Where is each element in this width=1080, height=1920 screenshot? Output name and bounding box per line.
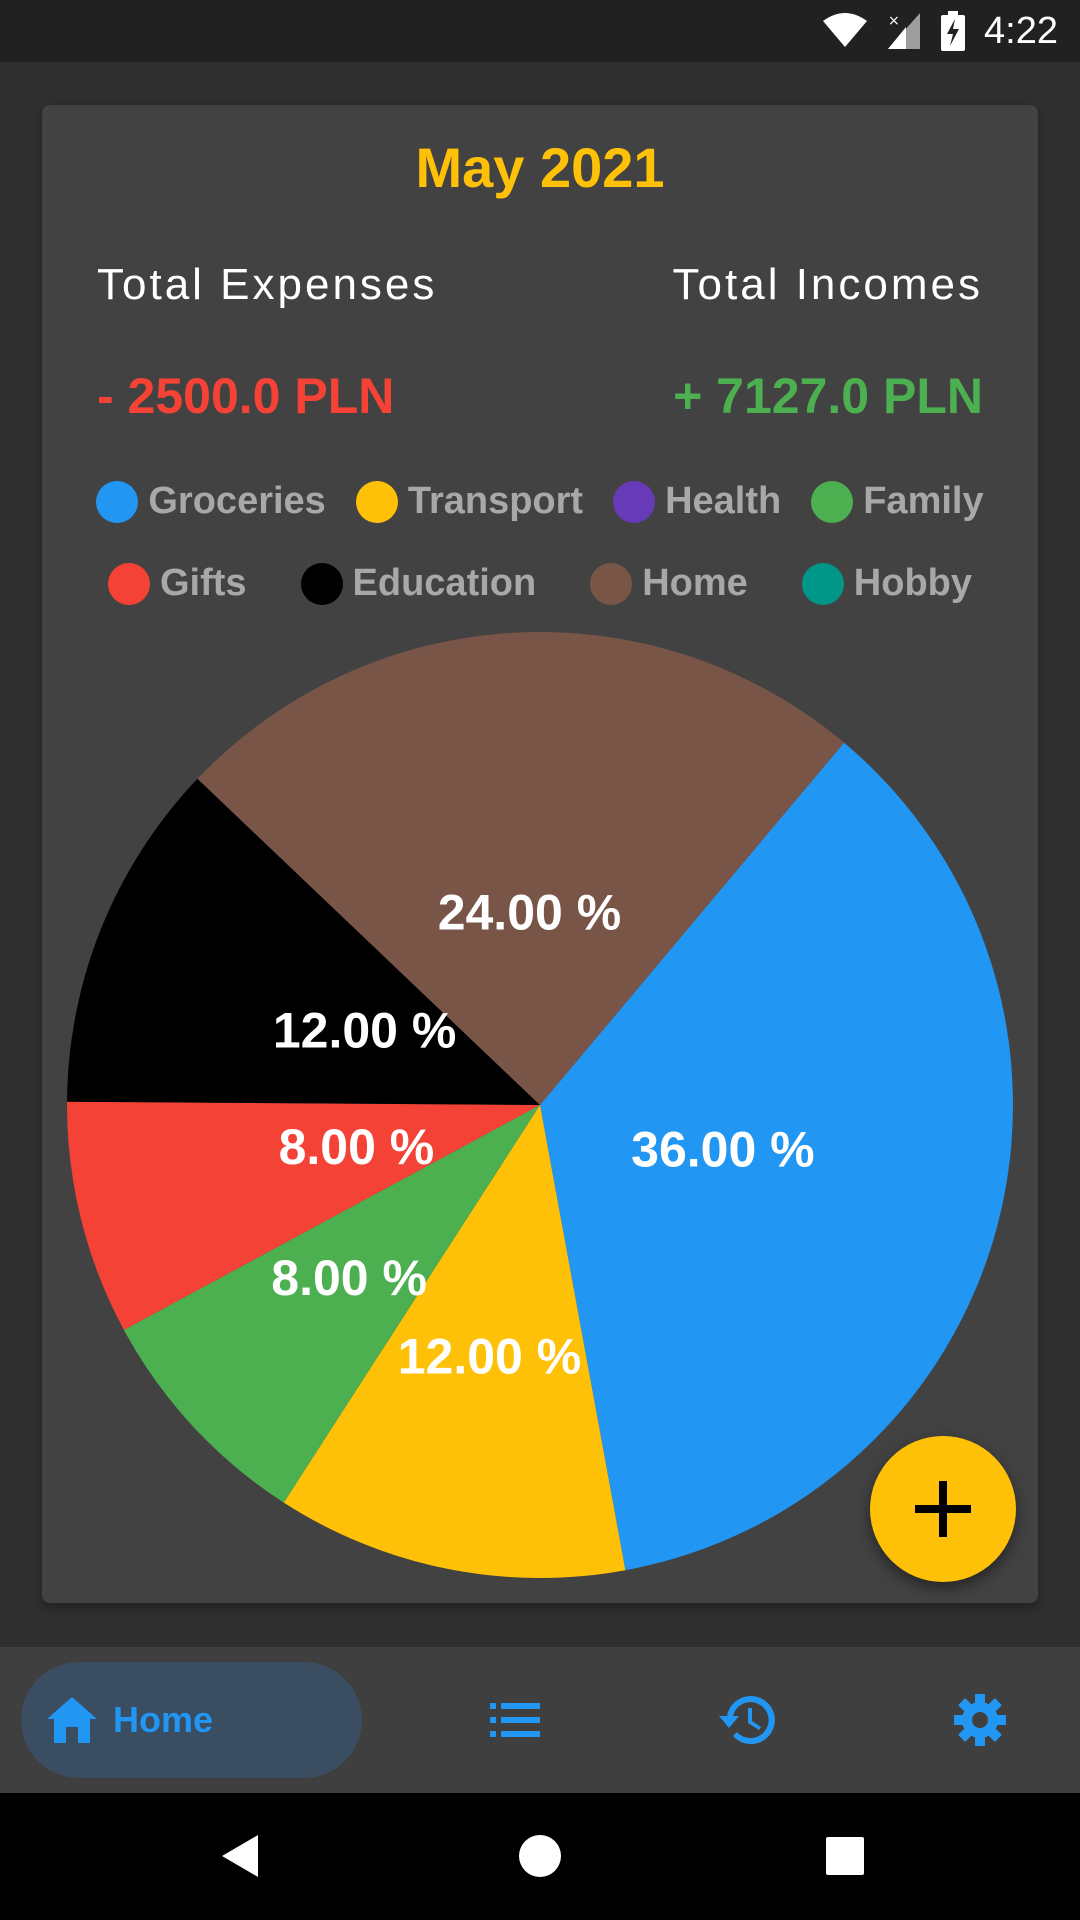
back-triangle-icon	[222, 1835, 258, 1877]
pie-chart-area: 36.00 % 12.00 % 8.00 % 8.00 % 12.00 % 24.00 %	[42, 105, 1038, 1603]
settings-icon	[954, 1694, 1006, 1746]
cell-signal-icon: ×	[888, 13, 921, 49]
list-icon	[490, 1703, 540, 1737]
legend-label: Education	[352, 562, 537, 604]
recents-square-icon	[826, 1837, 864, 1875]
legend-color-dot	[811, 480, 854, 523]
legend-color-dot	[107, 562, 150, 605]
svg-text:×: ×	[888, 13, 900, 29]
legend-item-education: Education	[300, 562, 537, 605]
home-icon	[47, 1697, 97, 1743]
pie-chart[interactable]: 36.00 % 12.00 % 8.00 % 8.00 % 12.00 % 24.00 %	[42, 105, 1038, 1603]
pie-slice-education[interactable]	[67, 778, 540, 1105]
legend-label: Gifts	[159, 562, 247, 604]
pie-slice-label: 36.00 %	[631, 1122, 814, 1178]
legend-label: Transport	[407, 480, 584, 522]
home-circle-icon	[519, 1835, 561, 1877]
legend-label: Health	[665, 480, 782, 522]
nav-item-home[interactable]: Home	[21, 1662, 362, 1778]
legend-item-family: Family	[811, 480, 984, 523]
legend-label: Groceries	[148, 480, 326, 522]
pie-slice-family[interactable]	[123, 1105, 541, 1503]
nav-item-transactions[interactable]	[485, 1690, 545, 1750]
clock: 4:22	[984, 9, 1058, 52]
legend-color-dot	[96, 480, 139, 523]
bottom-navigation: Home	[0, 1647, 1080, 1793]
legend-color-dot	[613, 480, 656, 523]
total-expenses-value: - 2500.0 PLN	[97, 368, 395, 424]
history-icon	[719, 1695, 775, 1744]
total-incomes-label: Total Incomes	[672, 260, 983, 309]
legend-color-dot	[300, 562, 343, 605]
add-transaction-button[interactable]	[870, 1436, 1016, 1582]
system-navigation-bar	[0, 1793, 1080, 1920]
pie-slice-gifts[interactable]	[67, 1101, 540, 1330]
legend-row-2: Gifts Education Home Hobby	[42, 562, 1038, 605]
summary-card: May 2021 Total Expenses Total Incomes - …	[42, 105, 1038, 1603]
pie-slice-label: 24.00 %	[438, 884, 621, 940]
pie-slice-transport[interactable]	[283, 1105, 626, 1578]
nav-home-label: Home	[113, 1699, 214, 1740]
legend-item-home: Home	[590, 562, 748, 605]
legend-row-1: Groceries Transport Health Family	[42, 480, 1038, 523]
pie-slice-label: 8.00 %	[271, 1250, 427, 1306]
pie-slice-label: 8.00 %	[279, 1119, 435, 1175]
legend-color-dot	[590, 562, 633, 605]
legend-label: Home	[642, 562, 748, 604]
total-incomes-value: + 7127.0 PLN	[673, 368, 983, 424]
legend-item-hobby: Hobby	[801, 562, 973, 605]
nav-item-history[interactable]	[718, 1690, 778, 1750]
legend-label: Hobby	[853, 562, 973, 604]
legend-color-dot	[355, 480, 398, 523]
system-back-button[interactable]	[210, 1826, 270, 1886]
pie-slice-label: 12.00 %	[273, 1002, 456, 1058]
legend-color-dot	[801, 562, 844, 605]
legend-item-gifts: Gifts	[107, 562, 247, 605]
pie-slice-home[interactable]	[197, 632, 845, 1105]
status-bar: × 4:22	[0, 0, 1080, 62]
legend-item-groceries: Groceries	[96, 480, 326, 523]
system-recents-button[interactable]	[815, 1826, 875, 1886]
pie-slice-label: 12.00 %	[398, 1328, 581, 1384]
total-expenses-label: Total Expenses	[97, 260, 438, 309]
legend-item-transport: Transport	[355, 480, 584, 523]
nav-item-settings[interactable]	[950, 1690, 1010, 1750]
wifi-icon	[823, 13, 868, 47]
legend-label: Family	[863, 480, 984, 522]
legend-item-health: Health	[613, 480, 781, 523]
pie-slice-groceries[interactable]	[540, 742, 1013, 1571]
battery-charging-icon	[941, 11, 966, 51]
system-home-button[interactable]	[510, 1826, 570, 1886]
plus-icon	[915, 1481, 971, 1537]
month-title[interactable]: May 2021	[415, 136, 665, 199]
